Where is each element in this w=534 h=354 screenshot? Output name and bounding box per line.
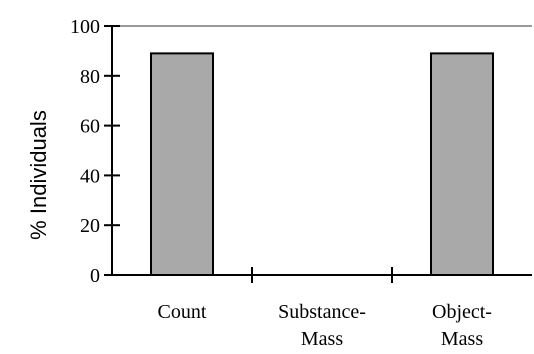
x-category-label: Mass bbox=[441, 328, 483, 350]
bar bbox=[150, 52, 214, 276]
bar bbox=[430, 52, 494, 276]
x-category-label: Object- bbox=[432, 301, 492, 323]
y-tick-label: 40 bbox=[80, 165, 100, 187]
x-category-label: Mass bbox=[301, 328, 343, 350]
x-axis: Count Substance- Mass Object- Mass bbox=[112, 267, 532, 350]
x-category-label: Count bbox=[158, 301, 207, 323]
y-axis: 0 20 40 60 80 100 bbox=[70, 16, 532, 287]
bars bbox=[150, 52, 494, 276]
y-axis-title: % Individuals bbox=[26, 110, 51, 240]
y-tick-label: 100 bbox=[70, 16, 100, 38]
y-tick-label: 20 bbox=[80, 215, 100, 237]
y-tick-label: 60 bbox=[80, 116, 100, 138]
y-tick-label: 80 bbox=[80, 66, 100, 88]
y-tick-label: 0 bbox=[90, 265, 100, 287]
x-category-label: Substance- bbox=[278, 301, 366, 323]
